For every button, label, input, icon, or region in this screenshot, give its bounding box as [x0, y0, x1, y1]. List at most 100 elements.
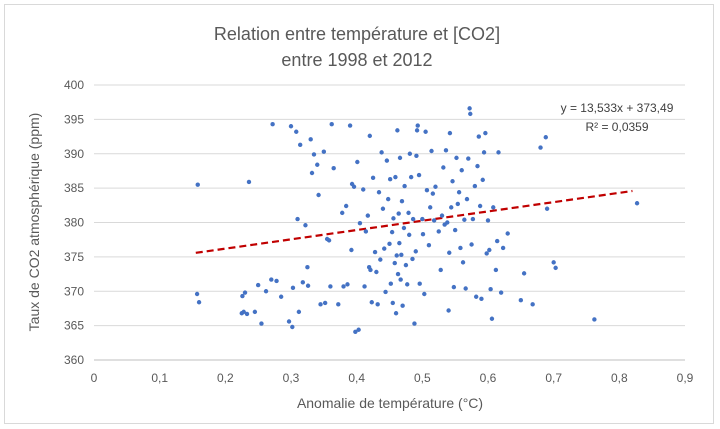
data-point: [475, 163, 480, 169]
data-point: [410, 256, 415, 262]
data-point: [403, 262, 409, 268]
data-point: [336, 302, 341, 307]
data-point: [468, 111, 473, 117]
data-point: [241, 309, 246, 315]
data-point: [367, 133, 372, 139]
data-point: [414, 153, 419, 159]
data-point: [433, 184, 438, 189]
data-points: [194, 106, 640, 335]
data-point: [469, 242, 474, 247]
data-point: [244, 311, 250, 317]
data-point: [438, 267, 443, 273]
data-point: [380, 206, 386, 211]
data-point: [505, 231, 510, 236]
data-point: [451, 284, 457, 290]
data-point: [372, 249, 378, 255]
data-point: [441, 165, 446, 170]
data-point: [345, 282, 350, 287]
data-point: [553, 265, 558, 271]
data-point: [340, 210, 345, 216]
data-point: [397, 155, 403, 161]
data-point: [456, 190, 462, 195]
data-point: [452, 227, 458, 233]
data-point: [459, 168, 464, 173]
data-point: [368, 267, 373, 273]
data-point: [463, 286, 468, 291]
data-point: [406, 210, 411, 216]
data-point: [413, 249, 418, 254]
data-point: [407, 151, 413, 156]
y-tick-label: 390: [64, 147, 84, 161]
data-point: [449, 205, 454, 210]
data-point: [329, 121, 334, 127]
data-point: [328, 284, 333, 289]
data-point: [551, 260, 556, 265]
data-point: [430, 191, 436, 196]
data-point: [385, 196, 391, 202]
data-point: [321, 149, 327, 154]
data-point: [481, 150, 487, 155]
data-point: [518, 297, 524, 303]
data-point: [269, 277, 274, 282]
trendline-equation: y = 13,533x + 373,49: [561, 101, 674, 115]
data-point: [392, 260, 397, 266]
data-point: [414, 128, 420, 133]
x-tick-label: 0,2: [217, 371, 234, 385]
data-point: [194, 291, 200, 297]
data-point: [270, 121, 275, 127]
data-point: [315, 162, 320, 167]
data-point: [455, 201, 460, 207]
data-point: [472, 183, 478, 189]
data-point: [286, 319, 292, 324]
gridlines: [94, 84, 685, 327]
data-point: [530, 302, 535, 307]
data-point: [396, 211, 401, 216]
data-point: [363, 229, 369, 234]
y-tick-label: 380: [64, 216, 84, 230]
data-point: [395, 271, 401, 277]
data-point: [521, 271, 527, 276]
data-point: [347, 123, 353, 128]
data-point: [390, 300, 395, 306]
data-point: [473, 294, 479, 299]
data-point: [290, 324, 295, 330]
data-point: [634, 201, 640, 206]
data-point: [399, 198, 405, 204]
trendline-line: [195, 189, 633, 254]
data-point: [454, 155, 459, 161]
data-point: [379, 150, 384, 155]
data-point: [450, 179, 455, 184]
data-point: [402, 183, 407, 189]
data-point: [318, 302, 323, 307]
data-point: [290, 285, 296, 291]
data-point: [326, 238, 332, 243]
data-point: [487, 247, 492, 253]
data-point: [353, 329, 358, 335]
x-tick-label: 0,8: [611, 371, 628, 385]
y-tick-label: 365: [64, 319, 84, 333]
data-point: [305, 283, 311, 288]
data-point: [252, 309, 258, 315]
x-tick-label: 0,4: [348, 371, 365, 385]
data-point: [426, 242, 432, 248]
x-tick-label: 0,1: [151, 371, 168, 385]
data-point: [365, 213, 371, 218]
data-point: [309, 170, 315, 176]
chart-title-line-1: Relation entre température et [CO2]: [214, 24, 500, 44]
data-point: [397, 240, 402, 246]
data-point: [400, 303, 405, 308]
chart-frame: [4, 4, 714, 424]
y-tick-label: 360: [64, 353, 84, 367]
data-point: [376, 190, 382, 195]
data-point: [410, 216, 416, 222]
data-point: [394, 253, 399, 258]
data-point: [274, 278, 279, 284]
x-axis-label: Anomalie de température (°C): [297, 395, 483, 411]
x-tick-label: 0,6: [480, 371, 497, 385]
x-tick-label: 0,3: [283, 371, 300, 385]
data-point: [357, 220, 363, 226]
data-point: [297, 142, 303, 148]
data-point: [387, 241, 392, 247]
data-point: [399, 252, 404, 258]
